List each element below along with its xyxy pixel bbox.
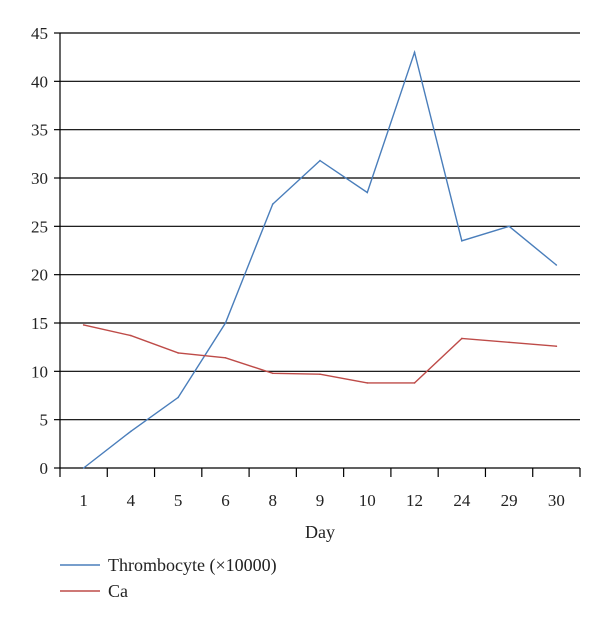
data-point [366, 191, 369, 194]
data-point [130, 334, 132, 337]
data-point [366, 382, 369, 384]
data-point [461, 240, 463, 242]
y-axis-ticks: 0 5 10 15 20 25 30 35 40 45 [31, 24, 60, 478]
axes [59, 33, 580, 469]
x-axis-title: Day [305, 522, 335, 542]
data-point [82, 467, 85, 469]
y-tick-label: 10 [31, 362, 48, 381]
y-tick-label: 5 [40, 411, 49, 430]
data-point [413, 382, 416, 384]
data-point [555, 345, 558, 348]
data-point [555, 264, 558, 266]
legend-label: Ca [108, 581, 128, 601]
y-tick-label: 40 [31, 72, 48, 91]
data-point [461, 337, 463, 340]
y-tick-label: 45 [31, 24, 48, 43]
data-point [177, 352, 179, 354]
data-point [82, 324, 85, 326]
x-tick-label: 4 [127, 491, 136, 510]
x-axis-ticks: 1 4 5 6 8 9 10 12 24 29 30 [59, 468, 581, 510]
data-point [224, 322, 227, 324]
x-tick-label: 29 [501, 491, 518, 510]
data-point [224, 357, 227, 359]
x-tick-label: 8 [268, 491, 277, 510]
x-tick-label: 1 [79, 491, 88, 510]
legend-label: Thrombocyte (×10000) [108, 555, 277, 576]
y-tick-label: 20 [31, 266, 48, 285]
data-point [508, 341, 510, 344]
series-line-0 [83, 49, 557, 469]
data-point [130, 430, 132, 433]
x-tick-label: 30 [548, 491, 565, 510]
x-tick-label: 9 [316, 491, 325, 510]
data-point [319, 373, 321, 376]
data-point [413, 51, 416, 54]
x-tick-label: 10 [359, 491, 376, 510]
x-tick-label: 5 [174, 491, 183, 510]
x-tick-label: 12 [406, 491, 423, 510]
x-tick-label: 6 [221, 491, 230, 510]
data-point [271, 203, 274, 205]
gridlines [60, 32, 580, 421]
legend: Thrombocyte (×10000) Ca [60, 555, 277, 601]
y-tick-label: 25 [31, 217, 48, 236]
data-point [319, 159, 321, 162]
y-tick-label: 35 [31, 121, 48, 140]
y-tick-label: 0 [40, 459, 49, 478]
data-point [177, 396, 179, 399]
y-tick-label: 15 [31, 314, 48, 333]
series-lines [82, 49, 558, 469]
data-point [508, 225, 510, 228]
data-point [271, 372, 274, 375]
x-tick-label: 24 [453, 491, 471, 510]
y-tick-label: 30 [31, 169, 48, 188]
